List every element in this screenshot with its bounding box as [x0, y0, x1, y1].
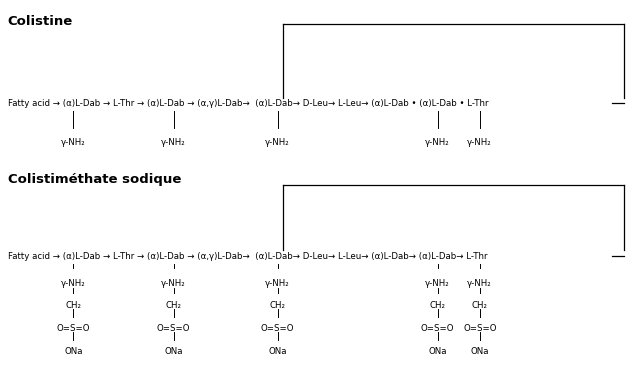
Text: γ-NH₂: γ-NH₂ — [61, 138, 85, 147]
Text: γ-NH₂: γ-NH₂ — [161, 138, 186, 147]
Text: γ-NH₂: γ-NH₂ — [426, 138, 450, 147]
Text: O=S=O: O=S=O — [261, 324, 294, 333]
Text: Fatty acid → (α)L-Dab → L-Thr → (α)L-Dab → (α,γ)L-Dab→  (α)L-Dab→ D-Leu→ L-Leu→ : Fatty acid → (α)L-Dab → L-Thr → (α)L-Dab… — [8, 99, 488, 108]
Text: γ-NH₂: γ-NH₂ — [426, 279, 450, 287]
Text: Colistine: Colistine — [8, 15, 73, 28]
Text: ONa: ONa — [471, 347, 489, 356]
Text: γ-NH₂: γ-NH₂ — [61, 279, 85, 287]
Text: CH₂: CH₂ — [165, 301, 182, 310]
Text: γ-NH₂: γ-NH₂ — [265, 279, 290, 287]
Text: CH₂: CH₂ — [471, 301, 488, 310]
Text: O=S=O: O=S=O — [157, 324, 190, 333]
Text: ONa: ONa — [165, 347, 182, 356]
Text: O=S=O: O=S=O — [57, 324, 90, 333]
Text: γ-NH₂: γ-NH₂ — [468, 279, 492, 287]
Text: ONa: ONa — [269, 347, 286, 356]
Text: O=S=O: O=S=O — [463, 324, 496, 333]
Text: Colistiméthate sodique: Colistiméthate sodique — [8, 173, 181, 186]
Text: ONa: ONa — [64, 347, 82, 356]
Text: CH₂: CH₂ — [429, 301, 446, 310]
Text: CH₂: CH₂ — [269, 301, 286, 310]
Text: O=S=O: O=S=O — [421, 324, 454, 333]
Text: CH₂: CH₂ — [65, 301, 82, 310]
Text: γ-NH₂: γ-NH₂ — [265, 138, 290, 147]
Text: Fatty acid → (α)L-Dab → L-Thr → (α)L-Dab → (α,γ)L-Dab→  (α)L-Dab→ D-Leu→ L-Leu→ : Fatty acid → (α)L-Dab → L-Thr → (α)L-Dab… — [8, 252, 487, 261]
Text: γ-NH₂: γ-NH₂ — [161, 279, 186, 287]
Text: γ-NH₂: γ-NH₂ — [468, 138, 492, 147]
Text: ONa: ONa — [429, 347, 447, 356]
